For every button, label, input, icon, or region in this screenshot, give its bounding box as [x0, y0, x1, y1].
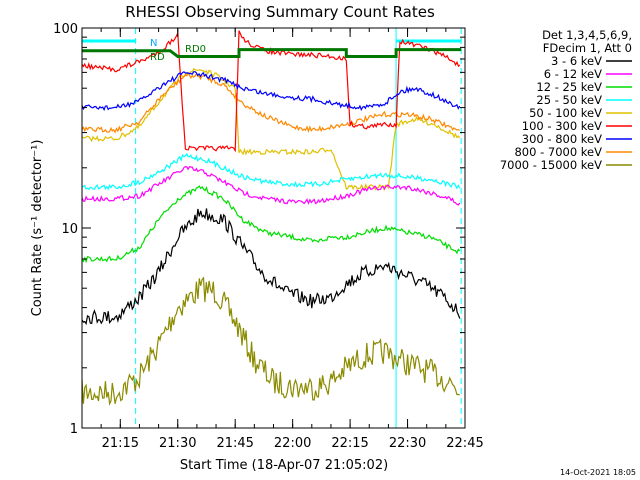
legend-label: 25 - 50 keV	[536, 93, 602, 107]
legend-label: 50 - 100 keV	[529, 106, 602, 120]
night-label: N	[150, 38, 157, 49]
series-line	[81, 70, 461, 112]
attenuator-layer	[82, 48, 462, 58]
y-tick-label: 100	[53, 22, 78, 37]
axis-ticks: 21:15 21:30 21:45 22:00 22:15 22:30 22:45 1 10 10…	[53, 22, 484, 451]
attenuator-line	[82, 48, 462, 58]
x-axis-label: Start Time (18-Apr-07 21:05:02)	[180, 458, 388, 473]
legend-header-1: Det 1,3,4,5,6,9,	[542, 28, 632, 42]
legend-label: 6 - 12 keV	[544, 67, 602, 81]
y-tick-label: 10	[61, 222, 78, 237]
series-line	[81, 152, 461, 191]
x-tick-label: 22:30	[389, 436, 426, 451]
legend-label: 300 - 800 keV	[522, 132, 602, 146]
series-line	[81, 30, 461, 153]
legend-label: 12 - 25 keV	[536, 80, 602, 94]
series-line	[81, 165, 461, 206]
legend-label: 7000 - 15000 keV	[500, 158, 602, 172]
x-tick-label: 21:45	[216, 436, 253, 451]
y-axis-label: Count Rate (s⁻¹ detector⁻¹)	[30, 140, 45, 317]
x-tick-label: 22:00	[274, 436, 311, 451]
series-line	[81, 276, 460, 406]
rd0-label: RD0	[185, 44, 206, 55]
legend-label: 3 - 6 keV	[551, 54, 602, 68]
footer-timestamp: 14-Oct-2021 18:05	[560, 468, 636, 477]
series-line	[81, 208, 461, 326]
series-line	[81, 67, 461, 192]
y-tick-label: 1	[70, 422, 78, 437]
legend-label: 800 - 7000 keV	[514, 145, 602, 159]
x-tick-label: 22:15	[331, 436, 368, 451]
legend-label: 100 - 300 keV	[522, 119, 602, 133]
series-layer	[81, 30, 461, 406]
rd-label: RD	[150, 52, 165, 63]
x-tick-label: 22:45	[446, 436, 483, 451]
x-tick-label: 21:15	[102, 436, 139, 451]
legend-header-2: FDecim 1, Att 0	[543, 41, 632, 55]
chart-title: RHESSI Observing Summary Count Rates	[125, 3, 435, 21]
series-line	[81, 185, 461, 264]
x-tick-label: 21:30	[159, 436, 196, 451]
